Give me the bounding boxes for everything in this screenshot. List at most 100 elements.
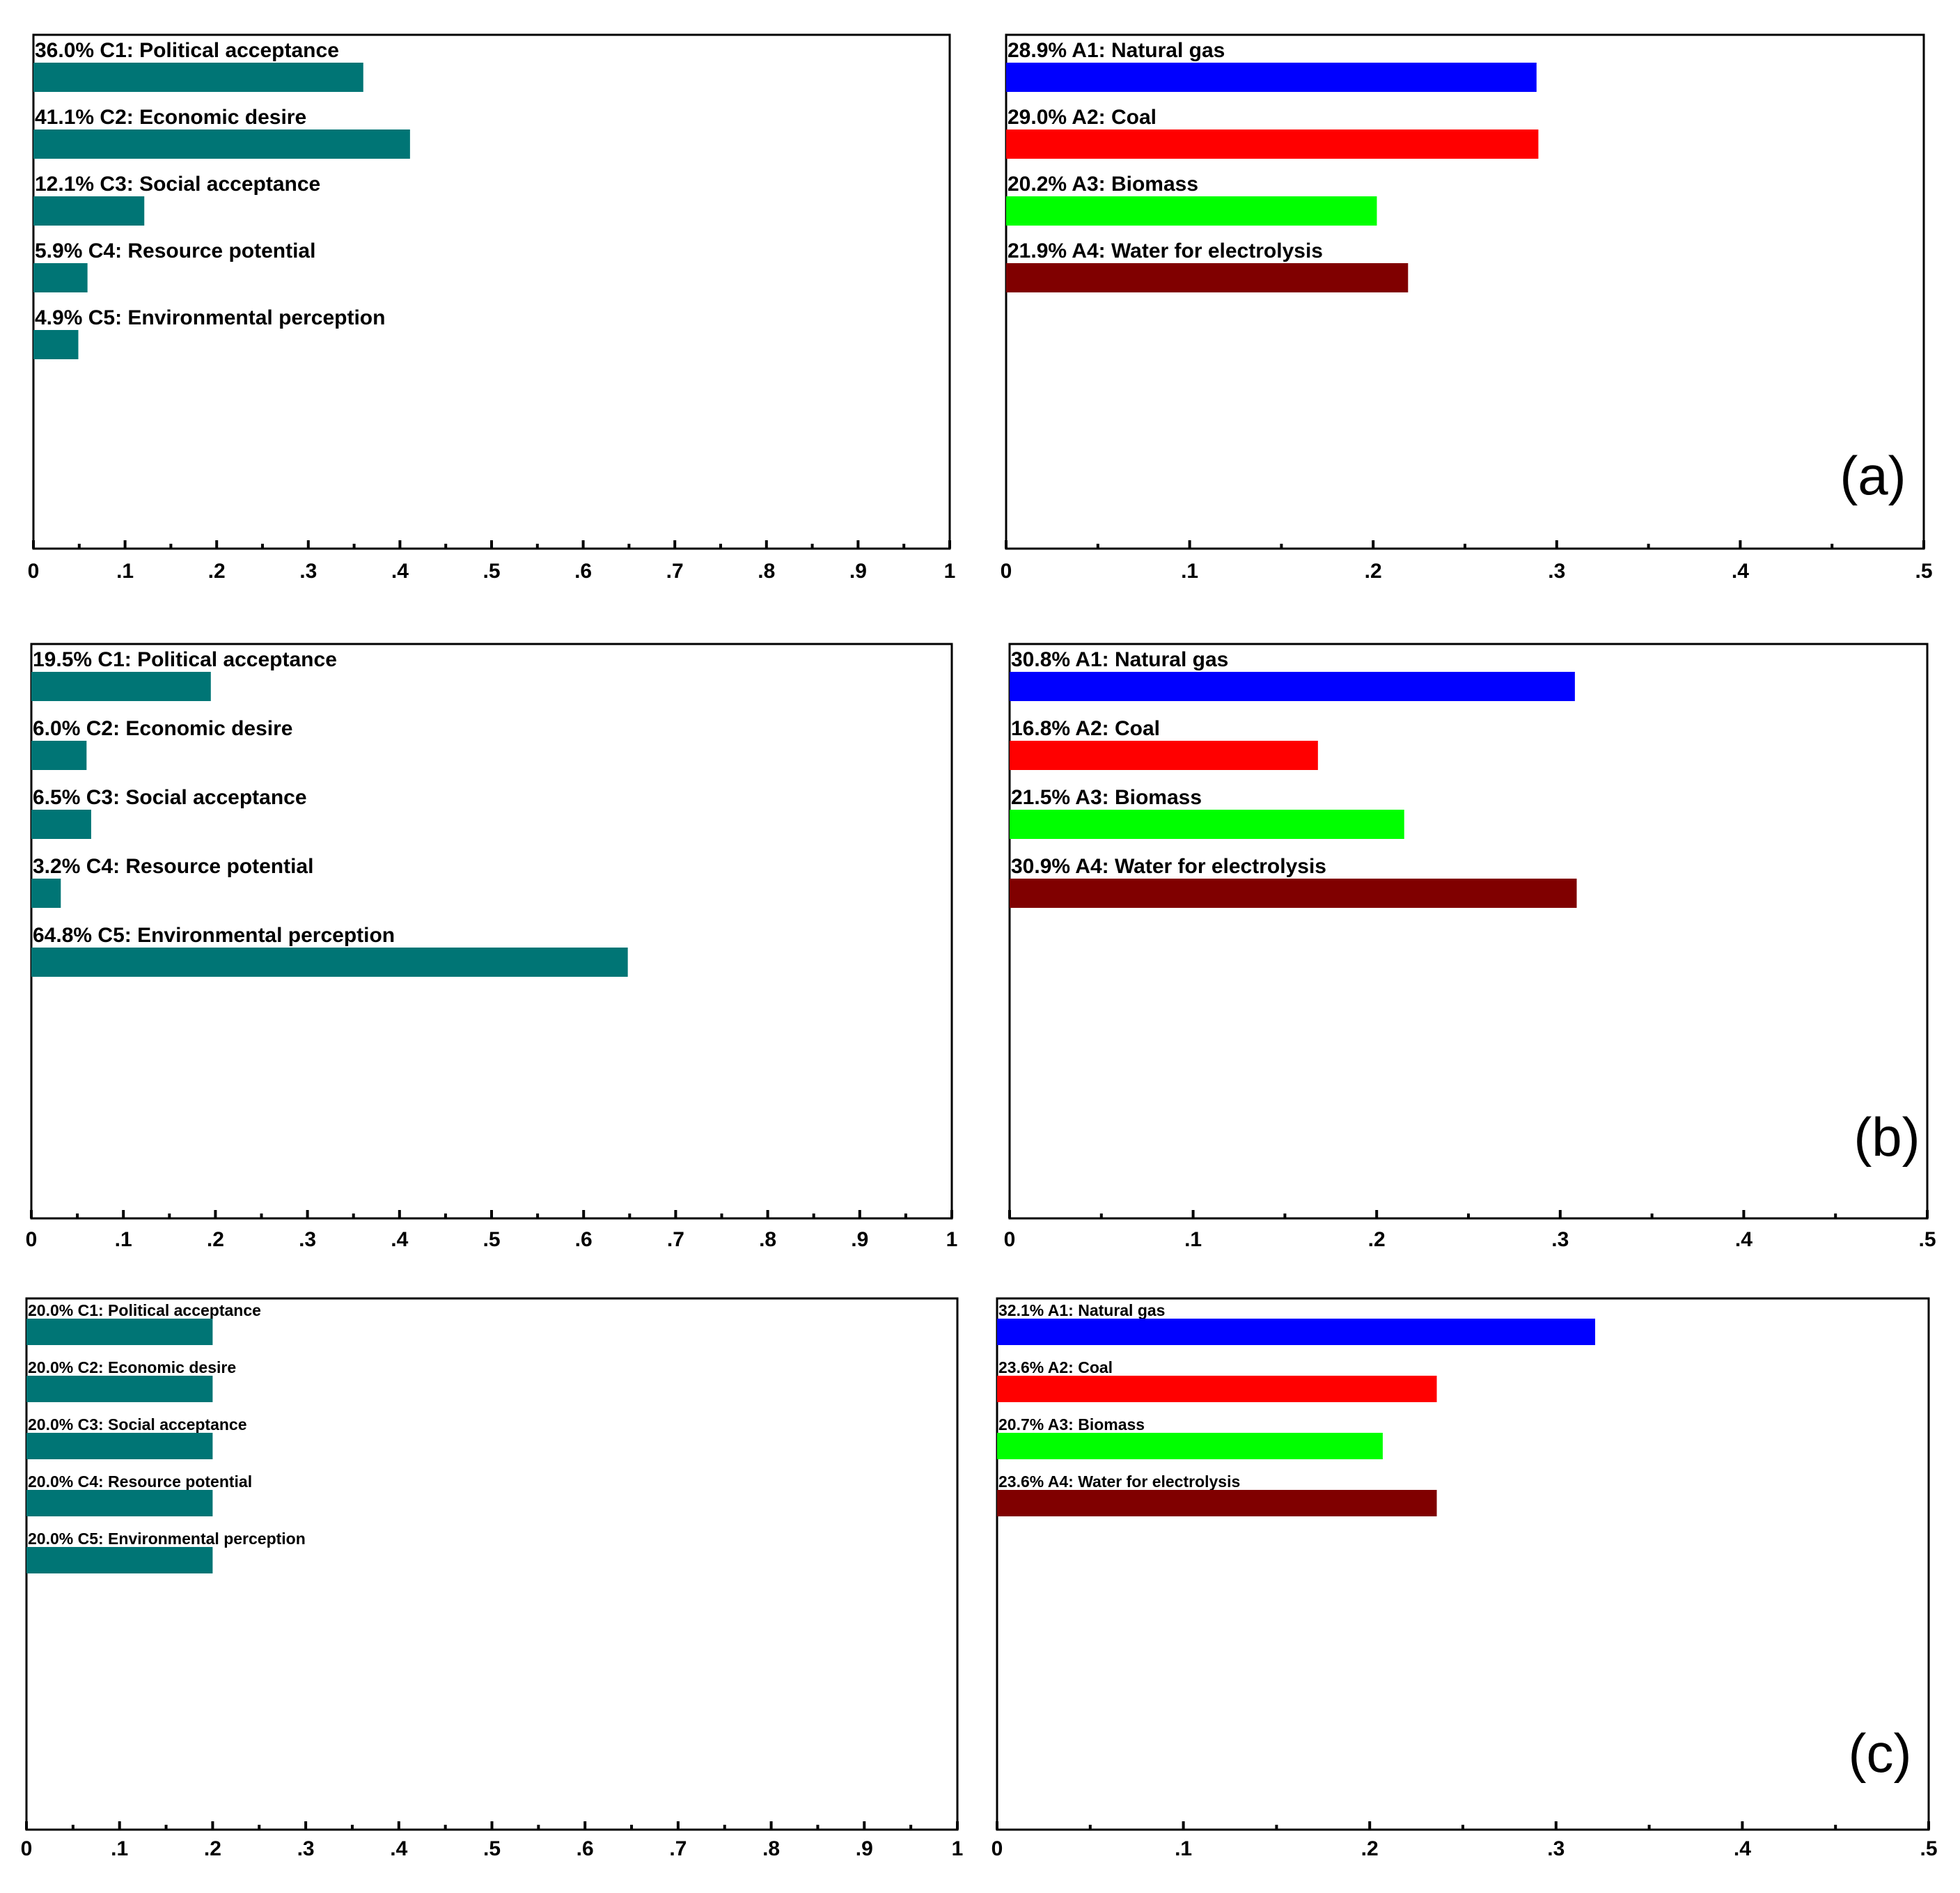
bar — [31, 810, 91, 839]
bar-label: 20.0% C2: Economic desire — [28, 1358, 236, 1376]
bar-label: 6.5% C3: Social acceptance — [33, 786, 307, 809]
panel-label: (b) — [1853, 1106, 1920, 1168]
chart-b-alternatives: 30.8% A1: Natural gas 16.8% A2: Coal 21.5%… — [1004, 643, 1936, 1251]
bar-label: 20.0% C1: Political acceptance — [28, 1301, 261, 1319]
x-tick-label: .9 — [849, 560, 867, 583]
x-tick-label: .2 — [1361, 1837, 1379, 1860]
chart-b-criteria: 19.5% C1: Political acceptance 6.0% C2: E… — [26, 643, 958, 1251]
x-tick-label: 0 — [28, 560, 40, 583]
x-tick-label: .5 — [1915, 560, 1932, 583]
bar — [1010, 879, 1577, 908]
x-tick-label: 1 — [946, 1228, 958, 1251]
x-tick-label: .6 — [575, 1228, 593, 1251]
x-tick-label: .6 — [577, 1837, 594, 1860]
bar — [26, 1490, 213, 1516]
bar-label: 21.5% A3: Biomass — [1011, 786, 1202, 809]
bar — [33, 263, 88, 292]
bar — [1006, 129, 1539, 159]
bar-label: 41.1% C2: Economic desire — [35, 106, 306, 129]
bar-label: 12.1% C3: Social acceptance — [35, 173, 320, 196]
bar-label: 19.5% C1: Political acceptance — [33, 648, 337, 671]
x-tick-label: .5 — [483, 560, 500, 583]
x-tick-label: .3 — [297, 1837, 315, 1860]
x-tick-label: .1 — [1184, 1228, 1202, 1251]
x-tick-label: .7 — [669, 1837, 687, 1860]
x-tick-label: .2 — [207, 1228, 224, 1251]
bar-label: 3.2% C4: Resource potential — [33, 855, 313, 878]
x-tick-label: .2 — [208, 560, 226, 583]
bar-label: 30.8% A1: Natural gas — [1011, 648, 1228, 671]
x-tick-label: .7 — [667, 1228, 684, 1251]
bar — [1006, 63, 1537, 92]
x-tick-label: .4 — [391, 1228, 408, 1251]
x-tick-label: .2 — [1368, 1228, 1386, 1251]
x-tick-label: 0 — [1004, 1228, 1016, 1251]
x-tick-label: .9 — [851, 1228, 868, 1251]
x-tick-label: .9 — [856, 1837, 873, 1860]
bar-label: 20.0% C3: Social acceptance — [28, 1415, 247, 1434]
bar — [1010, 741, 1318, 770]
bar — [31, 948, 628, 977]
x-tick-label: 0 — [21, 1837, 33, 1860]
x-tick-label: .4 — [390, 1837, 407, 1860]
bar-label: 20.7% A3: Biomass — [998, 1415, 1145, 1434]
bar-label: 21.9% A4: Water for electrolysis — [1008, 239, 1323, 262]
x-tick-label: .3 — [1547, 1837, 1565, 1860]
bar — [1006, 196, 1377, 226]
bar — [26, 1376, 213, 1402]
x-tick-label: .5 — [1918, 1228, 1936, 1251]
x-tick-label: .7 — [666, 560, 684, 583]
x-tick-label: .6 — [574, 560, 592, 583]
bar — [31, 741, 87, 770]
x-tick-label: 0 — [1001, 560, 1012, 583]
bar — [33, 63, 363, 92]
chart-c-criteria: 20.0% C1: Political acceptance 20.0% C2: … — [21, 1297, 964, 1860]
x-tick-label: .4 — [391, 560, 409, 583]
x-tick-label: .5 — [483, 1228, 500, 1251]
x-tick-label: .2 — [204, 1837, 221, 1860]
bar — [31, 879, 61, 908]
bar-label: 20.0% C4: Resource potential — [28, 1472, 252, 1491]
x-tick-label: 0 — [26, 1228, 38, 1251]
bar-label: 16.8% A2: Coal — [1011, 717, 1160, 740]
x-tick-label: .4 — [1735, 1228, 1753, 1251]
bar-label: 23.6% A2: Coal — [998, 1358, 1113, 1376]
x-tick-label: .3 — [1551, 1228, 1569, 1251]
x-tick-label: .1 — [1181, 560, 1198, 583]
x-tick-label: .5 — [483, 1837, 501, 1860]
x-tick-label: .1 — [1175, 1837, 1192, 1860]
x-tick-label: .4 — [1734, 1837, 1751, 1860]
bar-label: 20.0% C5: Environmental perception — [28, 1530, 306, 1548]
x-tick-label: 0 — [991, 1837, 1003, 1860]
x-tick-label: .8 — [758, 560, 775, 583]
x-tick-label: .4 — [1732, 560, 1749, 583]
x-tick-label: .1 — [116, 560, 134, 583]
chart-a-criteria: 36.0% C1: Political acceptance 41.1% C2: … — [28, 33, 955, 583]
bar-label: 32.1% A1: Natural gas — [998, 1301, 1165, 1319]
bar-label: 29.0% A2: Coal — [1008, 106, 1157, 129]
bar — [33, 129, 410, 159]
bar-label: 20.2% A3: Biomass — [1008, 173, 1198, 196]
panel-label: (a) — [1840, 445, 1906, 506]
bar-label: 6.0% C2: Economic desire — [33, 717, 292, 740]
x-tick-label: 1 — [952, 1837, 964, 1860]
bar — [997, 1433, 1383, 1459]
bar-label: 28.9% A1: Natural gas — [1008, 39, 1225, 62]
bar-label: 5.9% C4: Resource potential — [35, 239, 315, 262]
bar — [1010, 810, 1404, 839]
bar — [997, 1319, 1595, 1345]
bar — [1006, 263, 1409, 292]
x-tick-label: .3 — [299, 1228, 316, 1251]
bar — [997, 1376, 1437, 1402]
x-tick-label: .1 — [115, 1228, 132, 1251]
x-tick-label: .2 — [1365, 560, 1382, 583]
bar — [26, 1433, 213, 1459]
chart-a-alternatives: 28.9% A1: Natural gas 29.0% A2: Coal 20.2%… — [1001, 33, 1933, 583]
bar-label: 30.9% A4: Water for electrolysis — [1011, 855, 1326, 878]
chart-c-alternatives: 32.1% A1: Natural gas 23.6% A2: Coal 20.7%… — [991, 1297, 1938, 1860]
bar — [1010, 672, 1575, 701]
bar — [31, 672, 211, 701]
bar-label: 23.6% A4: Water for electrolysis — [998, 1472, 1240, 1491]
x-tick-label: .8 — [762, 1837, 780, 1860]
